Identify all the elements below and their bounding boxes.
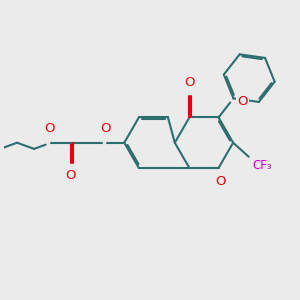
Text: O: O [215,175,225,188]
Text: O: O [184,76,195,89]
Text: O: O [238,94,248,108]
Text: O: O [100,122,111,134]
Text: O: O [44,122,55,134]
Text: CF₃: CF₃ [252,159,272,172]
Text: O: O [66,169,76,182]
